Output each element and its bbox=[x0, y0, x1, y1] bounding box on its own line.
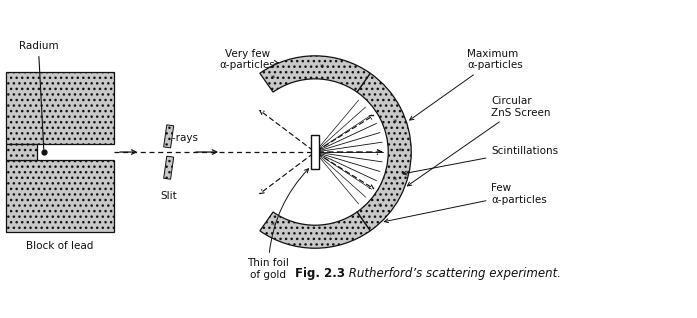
Text: *: * bbox=[397, 148, 402, 156]
Bar bbox=[6, 144, 37, 160]
Text: Radium: Radium bbox=[19, 41, 58, 149]
Wedge shape bbox=[357, 73, 411, 231]
Bar bbox=[312, 135, 319, 169]
Text: Very few
α-particles: Very few α-particles bbox=[220, 49, 278, 71]
Text: Rutherford’s scattering experiment.: Rutherford’s scattering experiment. bbox=[345, 267, 561, 280]
Text: Thin foil
of gold: Thin foil of gold bbox=[247, 169, 309, 280]
Text: Slit: Slit bbox=[160, 191, 177, 201]
Text: *: * bbox=[328, 232, 332, 239]
Text: Maximum
α-particles: Maximum α-particles bbox=[410, 49, 523, 120]
Text: α-rays: α-rays bbox=[165, 133, 198, 143]
Text: Scintillations: Scintillations bbox=[403, 146, 558, 175]
Wedge shape bbox=[260, 212, 370, 248]
Bar bbox=[164, 125, 174, 148]
Text: Few
α-particles: Few α-particles bbox=[385, 183, 547, 223]
Text: *: * bbox=[270, 75, 275, 83]
Bar bbox=[6, 160, 114, 232]
Text: *: * bbox=[392, 177, 397, 185]
Text: *: * bbox=[378, 203, 382, 211]
Text: *: * bbox=[321, 64, 325, 72]
Text: Fig. 2.3: Fig. 2.3 bbox=[295, 267, 345, 280]
Bar bbox=[6, 72, 114, 144]
Text: Block of lead: Block of lead bbox=[26, 240, 93, 251]
Bar bbox=[164, 156, 174, 179]
Wedge shape bbox=[260, 56, 370, 92]
Text: Circular
ZnS Screen: Circular ZnS Screen bbox=[408, 96, 551, 186]
Text: *: * bbox=[392, 119, 397, 127]
Text: *: * bbox=[270, 221, 275, 229]
